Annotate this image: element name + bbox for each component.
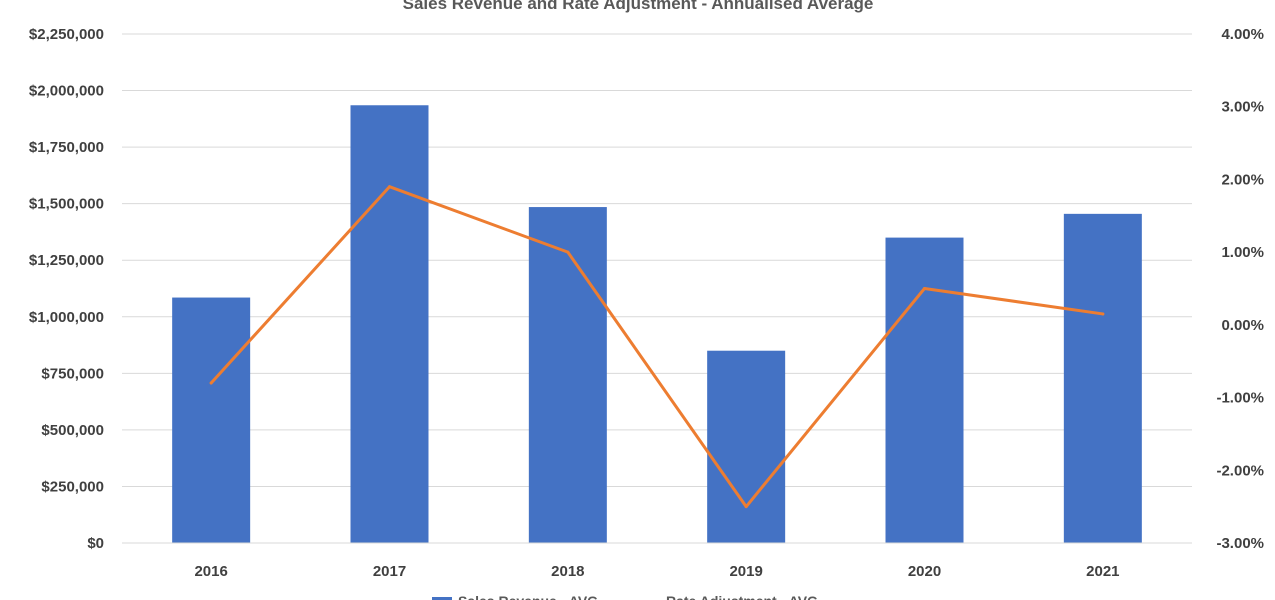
legend-swatch-bar (432, 597, 452, 600)
legend-label-bar: Sales Revenue - AVG (458, 593, 598, 600)
category-label: 2021 (1086, 563, 1119, 580)
left-tick-label: $2,000,000 (29, 83, 104, 100)
line-point-2018 (566, 250, 570, 254)
right-tick-label: 3.00% (1221, 99, 1264, 116)
category-label: 2016 (194, 563, 227, 580)
bar-2021 (1063, 213, 1142, 543)
category-label: 2020 (908, 563, 941, 580)
left-axis: $0 $250,000 $500,000 $750,000 $1,000,000 $1,2… (29, 26, 104, 552)
left-tick-label: $0 (87, 535, 104, 552)
category-label: 2018 (551, 563, 584, 580)
bar-2020 (885, 237, 964, 543)
category-label: 2019 (729, 563, 762, 580)
line-point-2016 (209, 381, 213, 385)
line-point-2020 (923, 287, 926, 290)
right-tick-label: 0.00% (1221, 317, 1264, 334)
chart-title: Sales Revenue and Rate Adjustment - Annu… (403, 0, 874, 13)
gridlines (122, 33, 1192, 487)
line-point-2017 (388, 185, 391, 189)
line-series (209, 185, 1105, 509)
legend-label-line: Rate Adjustment - AVG (666, 593, 818, 600)
right-tick-label: 2.00% (1221, 171, 1264, 188)
bar-2019 (707, 350, 786, 543)
bar-2017 (350, 105, 429, 543)
left-tick-label: $1,000,000 (29, 309, 104, 326)
line-point-2019 (744, 505, 748, 509)
line-point-2021 (1101, 312, 1105, 316)
bar-series (172, 105, 1142, 543)
left-tick-label: $1,750,000 (29, 139, 104, 156)
left-tick-label: $500,000 (41, 422, 104, 439)
right-tick-label: -3.00% (1216, 535, 1264, 552)
left-tick-label: $1,500,000 (29, 196, 104, 213)
x-axis: 2016 2017 2018 2019 2020 2021 (122, 542, 1192, 580)
left-tick-label: $250,000 (41, 478, 104, 495)
left-tick-label: $750,000 (41, 365, 104, 382)
right-tick-label: -2.00% (1216, 462, 1264, 479)
right-tick-label: -1.00% (1216, 390, 1264, 407)
rate-adjustment-line (209, 185, 1105, 509)
right-axis: -3.00% -2.00% -1.00% 0.00% 1.00% 2.00% 3.00% 4.… (1216, 26, 1264, 552)
right-tick-label: 4.00% (1221, 26, 1264, 43)
category-label: 2017 (373, 563, 406, 580)
bar-2016 (172, 297, 251, 543)
legend: Sales Revenue - AVG Rate Adjustment - AVG (432, 593, 818, 600)
left-tick-label: $2,250,000 (29, 26, 104, 43)
left-tick-label: $1,250,000 (29, 252, 104, 269)
bar-2018 (528, 207, 607, 543)
right-tick-label: 1.00% (1221, 244, 1264, 261)
